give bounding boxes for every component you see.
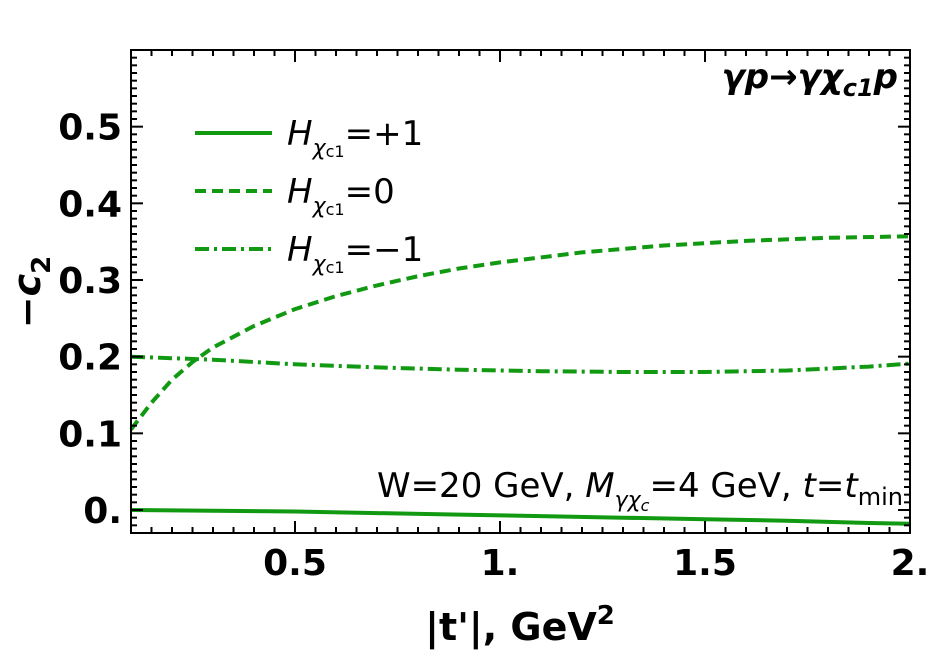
x-axis-title: |t'|, GeV2 bbox=[425, 601, 615, 650]
series-line-2 bbox=[130, 354, 911, 374]
series-line-1 bbox=[129, 234, 911, 431]
y-tick-label: 0.4 bbox=[58, 184, 122, 225]
x-tick-label: 1. bbox=[481, 543, 520, 584]
y-tick-label: 0. bbox=[83, 491, 122, 532]
x-tick-label: 2. bbox=[891, 543, 930, 584]
legend-label-2: Hχc1=−1 bbox=[287, 230, 423, 277]
legend-label-1: Hχc1=0 bbox=[287, 172, 395, 219]
x-tick-label: 0.5 bbox=[263, 543, 327, 584]
y-tick-label: 0.1 bbox=[58, 414, 122, 455]
y-tick-label: 0.5 bbox=[58, 108, 122, 149]
y-axis-title: −c2 bbox=[5, 256, 57, 328]
y-tick-label: 0.2 bbox=[58, 338, 122, 379]
conditions-annotation: W=20 GeV, Mγχc=4 GeV, t=tmin bbox=[377, 466, 903, 515]
y-tick-label: 0.3 bbox=[58, 261, 122, 302]
legend: Hχc1=+1 Hχc1=0 Hχc1=−1 bbox=[195, 114, 423, 277]
process-label: γp→γχc1p bbox=[722, 57, 898, 102]
series-line-0 bbox=[130, 508, 911, 526]
x-tick-label: 1.5 bbox=[673, 543, 737, 584]
plot-frame bbox=[130, 49, 911, 534]
legend-label-0: Hχc1=+1 bbox=[287, 114, 423, 161]
